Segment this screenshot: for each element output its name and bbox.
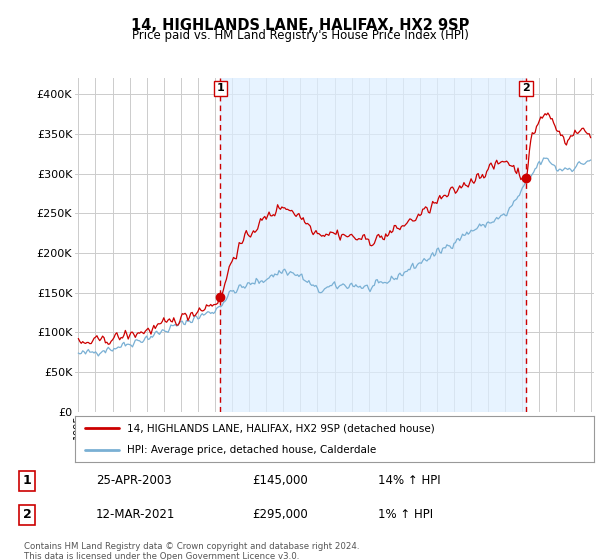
Text: Price paid vs. HM Land Registry's House Price Index (HPI): Price paid vs. HM Land Registry's House … [131,29,469,42]
Bar [220,78,526,412]
Text: 14% ↑ HPI: 14% ↑ HPI [378,474,440,487]
Text: 1: 1 [23,474,31,487]
Text: 2: 2 [522,83,530,94]
Text: 12-MAR-2021: 12-MAR-2021 [96,508,175,521]
Text: 1: 1 [217,83,224,94]
Text: £145,000: £145,000 [252,474,308,487]
Text: 14, HIGHLANDS LANE, HALIFAX, HX2 9SP: 14, HIGHLANDS LANE, HALIFAX, HX2 9SP [131,18,469,33]
Text: 25-APR-2003: 25-APR-2003 [96,474,172,487]
Text: £295,000: £295,000 [252,508,308,521]
Text: Contains HM Land Registry data © Crown copyright and database right 2024.
This d: Contains HM Land Registry data © Crown c… [24,542,359,560]
Text: 2: 2 [23,508,31,521]
Text: 14, HIGHLANDS LANE, HALIFAX, HX2 9SP (detached house): 14, HIGHLANDS LANE, HALIFAX, HX2 9SP (de… [127,423,434,433]
Text: 1% ↑ HPI: 1% ↑ HPI [378,508,433,521]
Text: HPI: Average price, detached house, Calderdale: HPI: Average price, detached house, Cald… [127,445,376,455]
